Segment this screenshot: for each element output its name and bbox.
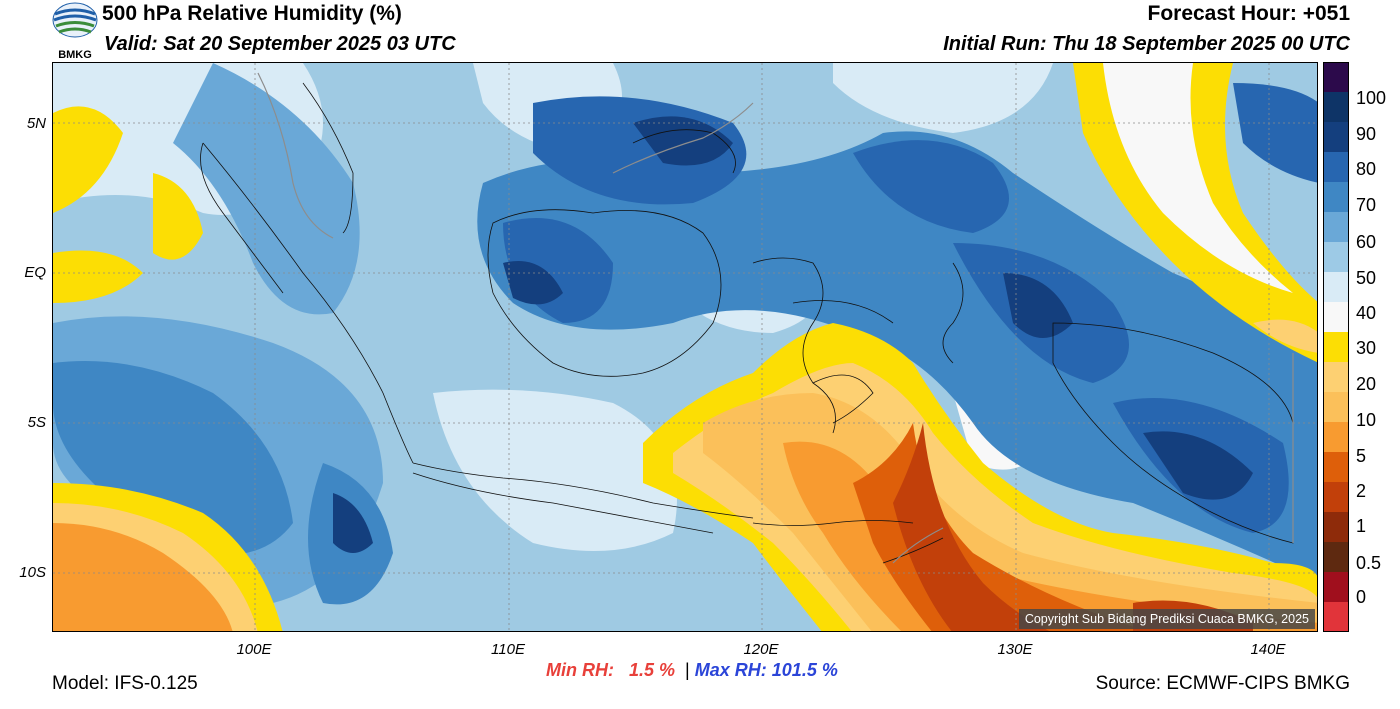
colorbar-swatch [1323,452,1349,483]
lat-label-5s: 5S [27,414,46,431]
lon-label-120e: 120E [743,641,779,658]
lon-label-110e: 110E [491,641,525,658]
colorbar-swatch [1323,92,1349,123]
colorbar-swatch [1323,182,1349,213]
colorbar-label-5: 5 [1356,446,1367,466]
humidity-field [53,63,1317,631]
colorbar-swatch [1323,482,1349,513]
humidity-map: Copyright Sub Bidang Prediksi Cuaca BMKG… [52,62,1318,632]
colorbar-swatch [1323,422,1349,453]
forecast-hour: Forecast Hour: +051 [1147,2,1351,25]
max-rh-value: 101.5 % [771,660,838,680]
colorbar-swatch [1323,302,1349,333]
colorbar-label-60: 60 [1356,232,1377,252]
colorbar-label-0-5: 0.5 [1356,553,1382,573]
lon-label-100e: 100E [236,641,272,658]
rh-min-max: Min RH: 1.5 % | Max RH: 101.5 % [546,660,838,681]
colorbar-label-10: 10 [1356,410,1377,430]
colorbar-swatch [1323,272,1349,303]
colorbar-label-70: 70 [1356,195,1377,215]
copyright-notice: Copyright Sub Bidang Prediksi Cuaca BMKG… [1018,609,1315,629]
colorbar-swatch [1323,392,1349,423]
colorbar-swatch [1323,62,1349,93]
min-rh-value: 1.5 % [629,660,676,680]
lon-label-130e: 130E [997,641,1033,658]
logo-text: BMKG [58,49,92,60]
chart-title: 500 hPa Relative Humidity (%) [102,2,402,25]
lon-label-140e: 140E [1250,641,1286,658]
colorbar-swatch [1323,152,1349,183]
colorbar [1323,62,1349,632]
colorbar-label-90: 90 [1356,124,1377,144]
colorbar-label-20: 20 [1356,374,1377,394]
colorbar-label-1: 1 [1356,516,1367,536]
bmkg-logo-icon: BMKG [50,2,100,61]
colorbar-swatch [1323,602,1349,632]
initial-run: Initial Run: Thu 18 September 2025 00 UT… [943,33,1350,55]
max-rh-label: Max RH: [694,660,767,680]
colorbar-swatch [1323,332,1349,363]
colorbar-swatch [1323,242,1349,273]
colorbar-label-50: 50 [1356,268,1377,288]
min-rh-label: Min RH: [546,660,614,680]
colorbar-swatch [1323,512,1349,543]
lat-label-eq: EQ [24,264,46,281]
colorbar-label-30: 30 [1356,338,1377,358]
colorbar-swatch [1323,362,1349,393]
colorbar-label-100: 100 [1356,88,1387,108]
colorbar-label-2: 2 [1356,481,1367,501]
lat-label-10s: 10S [19,564,46,581]
colorbar-swatch [1323,572,1349,603]
coastlines [200,82,1294,564]
colorbar-swatch [1323,122,1349,153]
model-name: Model: IFS-0.125 [52,673,198,694]
data-source: Source: ECMWF-CIPS BMKG [1095,673,1350,694]
min-max-separator: | [685,660,690,680]
valid-time: Valid: Sat 20 September 2025 03 UTC [104,33,456,55]
colorbar-label-40: 40 [1356,303,1377,323]
colorbar-label-0: 0 [1356,587,1367,607]
lat-label-5n: 5N [26,115,46,132]
colorbar-swatch [1323,212,1349,243]
colorbar-label-80: 80 [1356,159,1377,179]
colorbar-swatch [1323,542,1349,573]
